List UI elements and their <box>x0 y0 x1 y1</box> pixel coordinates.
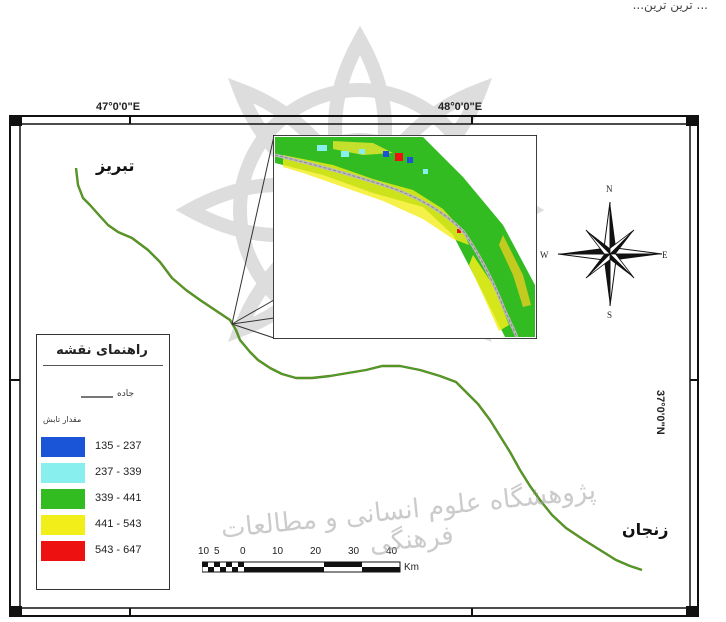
scale-label-0: 10 <box>198 546 210 557</box>
legend-class-row: 135 - 237 <box>41 437 167 457</box>
legend-divider <box>43 365 163 366</box>
scale-label-4: 20 <box>310 546 322 557</box>
city-label-tabriz: تبریز <box>96 156 135 175</box>
scale-label-1: 5 <box>214 546 220 557</box>
legend-road-label: جاده <box>117 389 135 399</box>
scale-label-3: 10 <box>272 546 284 557</box>
legend-box: راهنمای نقشه جاده مقدار تابش 135 - 237 2… <box>36 334 170 590</box>
coord-top-left: 47°0'0"E <box>96 101 141 113</box>
compass-rose <box>557 201 663 307</box>
scale-label-2: 0 <box>240 546 246 557</box>
compass-s: S <box>607 310 613 320</box>
coord-top-right: 48°0'0"E <box>438 101 483 113</box>
legend-range-title: مقدار تابش <box>43 415 82 424</box>
legend-title: راهنمای نقشه <box>56 343 148 358</box>
legend-class-label: 135 - 237 <box>95 440 142 452</box>
legend-swatch <box>41 437 85 457</box>
legend-swatch <box>41 463 85 483</box>
compass-e: E <box>662 250 668 260</box>
legend-class-row: 441 - 543 <box>41 515 167 535</box>
legend-class-label: 237 - 339 <box>95 466 142 478</box>
legend-road-symbol <box>81 396 113 398</box>
legend-class-row: 339 - 441 <box>41 489 167 509</box>
city-label-zanjan: زنجان <box>622 520 669 539</box>
scale-label-6: 40 <box>386 546 398 557</box>
legend-class-label: 543 - 647 <box>95 544 142 556</box>
scale-bar <box>202 561 401 573</box>
legend-class-row: 237 - 339 <box>41 463 167 483</box>
legend-swatch <box>41 541 85 561</box>
inset-map <box>273 135 537 339</box>
compass-w: W <box>540 250 549 260</box>
scale-label-5: 30 <box>348 546 360 557</box>
legend-class-label: 339 - 441 <box>95 492 142 504</box>
scale-unit: Km <box>404 562 419 573</box>
compass-n: N <box>606 184 613 194</box>
legend-swatch <box>41 515 85 535</box>
header-text: ... ترین ترین... <box>632 0 708 12</box>
legend-class-label: 441 - 543 <box>95 518 142 530</box>
legend-class-row: 543 - 647 <box>41 541 167 561</box>
legend-swatch <box>41 489 85 509</box>
